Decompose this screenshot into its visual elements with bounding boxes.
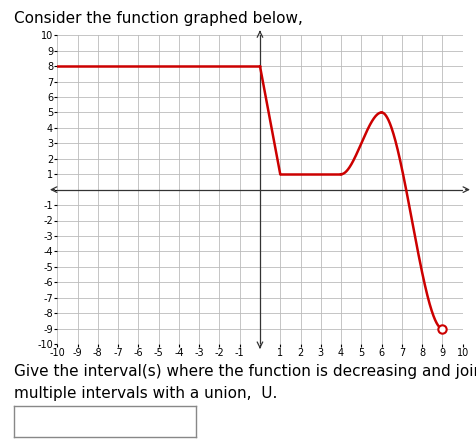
- Text: multiple intervals with a union,  U.: multiple intervals with a union, U.: [14, 386, 277, 401]
- Text: Consider the function graphed below,: Consider the function graphed below,: [14, 11, 303, 26]
- Text: Give the interval(s) where the function is decreasing and join: Give the interval(s) where the function …: [14, 364, 476, 379]
